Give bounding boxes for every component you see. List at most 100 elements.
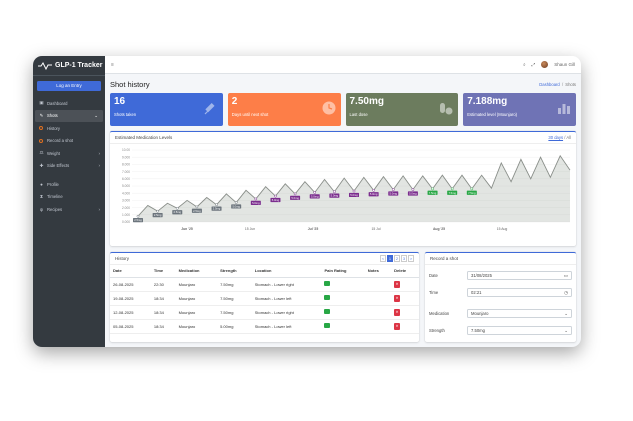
dose-label: 2.5mg — [193, 209, 201, 213]
fullscreen-icon[interactable]: ⤢ — [531, 62, 536, 67]
dose-point — [431, 187, 434, 191]
log-entry-button[interactable]: Log an Entry — [37, 81, 101, 91]
sidebar-item-dashboard[interactable]: ▣ Dashboard — [33, 97, 105, 110]
range-links: 30 days / All — [548, 135, 571, 140]
brand[interactable]: GLP-1 Tracker — [33, 56, 105, 76]
medication-levels-card: Estimated Medication Levels 30 days / Al… — [110, 131, 576, 246]
cell-strength: 7.50mg — [217, 291, 252, 306]
dose-label-bg — [368, 192, 379, 197]
record-title: Record a shot — [430, 256, 459, 261]
sidebar-item-profile[interactable]: ● Profile — [33, 178, 105, 191]
dose-label: 7.5mg — [448, 191, 456, 195]
delete-button[interactable]: ✕ — [394, 322, 401, 330]
medication-value: Mounjaro — [471, 311, 489, 316]
dose-point — [195, 205, 199, 209]
cell-time: 18:34 — [150, 291, 176, 306]
dose-label-bg — [211, 206, 222, 211]
page-1-button[interactable]: 1 — [387, 255, 393, 262]
dose-label: 5.0mg — [252, 201, 260, 205]
col-delete: Delete — [391, 265, 419, 278]
dose-point — [450, 187, 454, 191]
sidebar-item-label: Record a shot — [47, 138, 74, 144]
sidebar-item-recipes[interactable]: ψ Recipes › — [33, 203, 105, 216]
dose-point — [411, 188, 415, 191]
stat-box-shots-taken: 16 Shots taken — [110, 93, 223, 126]
y-tick-label: 10.00 — [122, 148, 130, 152]
date-field[interactable]: 31/08/2025 ▭ — [467, 271, 572, 280]
medication-levels-chart: 0.000 1.000 2.000 3.000 4.000 5.000 6.000 7.000… — [122, 148, 571, 231]
navbar-right: ⌕ ⤢ Shaun Gill — [523, 61, 575, 68]
dose-point — [156, 209, 159, 213]
search-icon[interactable]: ⌕ — [523, 62, 526, 67]
dose-label-bg — [329, 193, 340, 198]
stat-label: Last dose — [349, 112, 368, 117]
sidebar-item-label: Recipes — [47, 206, 63, 212]
clock-icon[interactable]: ◷ — [564, 289, 568, 295]
top-navbar: ≡ ⌕ ⤢ Shaun Gill — [105, 56, 581, 74]
page-3-button[interactable]: 3 — [401, 255, 407, 262]
menu-toggle-icon[interactable]: ≡ — [111, 61, 114, 68]
delete-button[interactable]: ✕ — [394, 308, 401, 316]
page-prev-button[interactable]: < — [380, 255, 386, 262]
history-title: History — [115, 256, 130, 261]
pain-rating-badge — [324, 281, 331, 286]
cell-medication: Mounjaro — [175, 305, 218, 320]
cell-date: 19-08-2025 — [110, 291, 151, 306]
page-2-button[interactable]: 2 — [394, 255, 400, 262]
cell-date: 26-08-2025 — [110, 277, 151, 292]
cell-date: 05-08-2025 — [110, 319, 151, 334]
stat-value: 16 — [114, 96, 126, 107]
date-label: Date — [429, 273, 438, 278]
page-next-button[interactable]: > — [408, 255, 414, 262]
syringe-icon: ✎ — [39, 112, 44, 118]
dose-point — [333, 190, 336, 194]
dose-label-bg — [407, 191, 418, 196]
sidebar-item-record-shot[interactable]: Record a shot — [33, 135, 105, 148]
x-tick-label: 15 Aug — [497, 227, 508, 231]
sidebar-item-timeline[interactable]: ⧗ Timeline — [33, 191, 105, 204]
col-notes: Notes — [364, 265, 392, 278]
table-row: 12-08-2025 18:34 Mounjaro 7.50mg Stomach… — [110, 305, 419, 320]
delete-button[interactable]: ✕ — [394, 280, 401, 288]
stat-value: 2 — [231, 96, 238, 107]
strength-select[interactable]: 7.50mg ⌄ — [467, 326, 572, 335]
calendar-icon[interactable]: ▭ — [563, 272, 568, 278]
time-field[interactable]: 02:21 ◷ — [467, 288, 572, 297]
sidebar-item-history[interactable]: History — [33, 122, 105, 135]
dose-point — [234, 201, 238, 204]
dose-point — [175, 206, 179, 210]
table-row: 05-08-2025 18:34 Mounjaro 5.00mg Stomach… — [110, 319, 419, 334]
cell-time: 18:34 — [150, 305, 176, 320]
cell-strength: 7.50mg — [217, 305, 252, 320]
cell-date: 12-08-2025 — [110, 305, 151, 320]
stat-box-estimated-level: 7.188mg Estimated level (Mounjaro) — [463, 93, 576, 126]
range-30-days-link[interactable]: 30 days — [548, 135, 564, 140]
x-tick-label: Jul '25 — [308, 227, 319, 231]
breadcrumb-home-link[interactable]: Dashboard — [539, 82, 560, 87]
avatar[interactable] — [541, 61, 549, 68]
col-date: Date — [110, 265, 151, 278]
dose-label-bg — [172, 210, 183, 215]
cell-pain — [321, 291, 365, 306]
user-name[interactable]: Shaun Gill — [554, 62, 575, 67]
sidebar-item-weight[interactable]: ⚖ Weight › — [33, 147, 105, 160]
dose-point — [391, 188, 395, 191]
chevron-down-icon: ⌄ — [564, 310, 568, 316]
cell-time: 22:30 — [150, 277, 176, 292]
dose-label: 5.0mg — [409, 192, 417, 196]
dose-label: 5.0mg — [232, 204, 240, 208]
page-title: Shot history — [110, 80, 150, 89]
sidebar-item-side-effects[interactable]: ✚ Side Effects › — [33, 160, 105, 173]
sidebar-item-shots[interactable]: ✎ Shots ⌄ — [35, 109, 103, 122]
dose-label: 5.0mg — [272, 198, 280, 202]
user-icon: ● — [40, 181, 43, 187]
cell-pain — [321, 277, 365, 292]
y-tick-label: 0.000 — [122, 220, 130, 224]
medication-select[interactable]: Mounjaro ⌄ — [467, 309, 572, 318]
pills-icon — [440, 103, 453, 115]
y-tick-label: 4.000 — [122, 191, 130, 195]
range-all-link[interactable]: All — [566, 135, 571, 140]
delete-button[interactable]: ✕ — [394, 294, 401, 302]
col-strength: Strength — [217, 265, 252, 278]
x-tick-label: 15 Jun — [245, 227, 255, 231]
